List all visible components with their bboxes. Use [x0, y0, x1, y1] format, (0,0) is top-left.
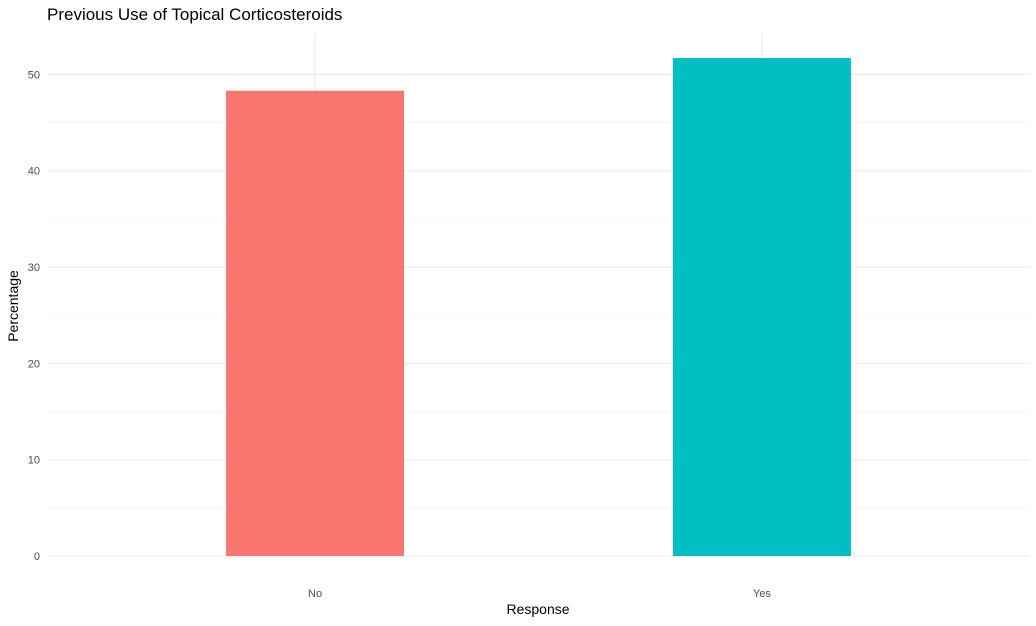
grid	[47, 33, 1030, 557]
x-axis-title: Response	[506, 601, 569, 617]
y-tick-label: 10	[28, 455, 40, 467]
bars	[226, 58, 851, 557]
y-tick-label: 0	[34, 551, 40, 563]
y-axis-ticks: 0 10 20 30 40 50	[28, 69, 40, 563]
y-tick-label: 40	[28, 166, 40, 178]
y-tick-label: 20	[28, 358, 40, 370]
chart-title: Previous Use of Topical Corticosteroids	[47, 5, 342, 24]
x-tick-label: No	[308, 588, 322, 600]
y-tick-label: 30	[28, 262, 40, 274]
x-axis-ticks: No Yes	[308, 588, 771, 600]
bar-no	[226, 90, 405, 557]
x-tick-label: Yes	[753, 588, 771, 600]
bar-yes	[672, 58, 851, 556]
y-tick-label: 50	[28, 69, 40, 81]
y-axis-title: Percentage	[5, 270, 21, 342]
